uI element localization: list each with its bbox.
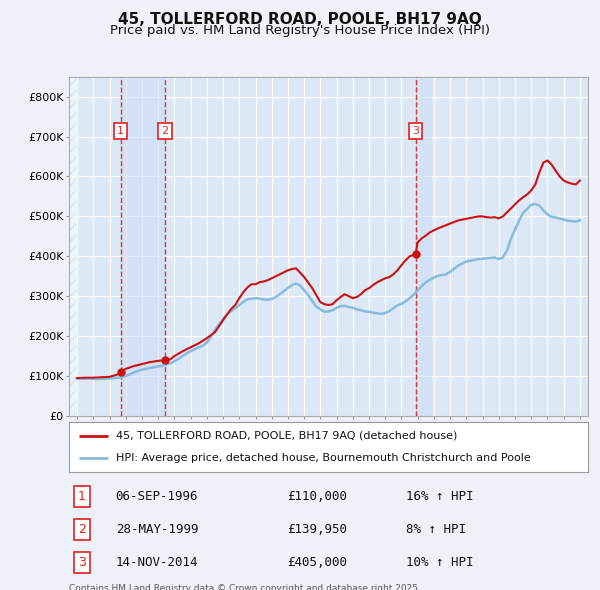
Text: 1: 1 bbox=[117, 126, 124, 136]
Text: 1: 1 bbox=[78, 490, 86, 503]
Text: 14-NOV-2014: 14-NOV-2014 bbox=[116, 556, 198, 569]
Text: 06-SEP-1996: 06-SEP-1996 bbox=[116, 490, 198, 503]
Bar bbox=[121, 77, 165, 416]
Text: 45, TOLLERFORD ROAD, POOLE, BH17 9AQ: 45, TOLLERFORD ROAD, POOLE, BH17 9AQ bbox=[118, 12, 482, 27]
Text: 3: 3 bbox=[78, 556, 86, 569]
Text: 3: 3 bbox=[412, 126, 419, 136]
Text: 8% ↑ HPI: 8% ↑ HPI bbox=[406, 523, 466, 536]
Text: Price paid vs. HM Land Registry's House Price Index (HPI): Price paid vs. HM Land Registry's House … bbox=[110, 24, 490, 37]
Text: 2: 2 bbox=[161, 126, 169, 136]
Text: 28-MAY-1999: 28-MAY-1999 bbox=[116, 523, 198, 536]
Bar bbox=[416, 77, 432, 416]
Text: 10% ↑ HPI: 10% ↑ HPI bbox=[406, 556, 474, 569]
Text: £139,950: £139,950 bbox=[287, 523, 347, 536]
Text: Contains HM Land Registry data © Crown copyright and database right 2025.
This d: Contains HM Land Registry data © Crown c… bbox=[69, 584, 421, 590]
Text: 45, TOLLERFORD ROAD, POOLE, BH17 9AQ (detached house): 45, TOLLERFORD ROAD, POOLE, BH17 9AQ (de… bbox=[116, 431, 457, 441]
Text: 16% ↑ HPI: 16% ↑ HPI bbox=[406, 490, 474, 503]
Text: HPI: Average price, detached house, Bournemouth Christchurch and Poole: HPI: Average price, detached house, Bour… bbox=[116, 453, 530, 463]
Text: 2: 2 bbox=[78, 523, 86, 536]
Bar bbox=[69, 77, 77, 416]
Text: £405,000: £405,000 bbox=[287, 556, 347, 569]
Text: £110,000: £110,000 bbox=[287, 490, 347, 503]
